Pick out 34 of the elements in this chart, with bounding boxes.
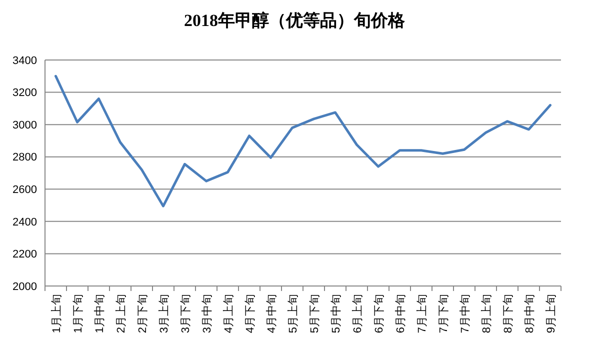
- x-tick-label: 5月中旬: [329, 294, 342, 334]
- x-tick-label: 6月中旬: [394, 294, 407, 334]
- x-tick-label: 3月中旬: [200, 294, 214, 334]
- y-tick-label: 2000: [12, 280, 37, 293]
- y-tick-label: 3200: [12, 87, 37, 100]
- x-tick-label: 4月中旬: [264, 294, 278, 334]
- line-series: [54, 74, 552, 208]
- x-tick-label: 1月上旬: [50, 294, 63, 334]
- x-tick-label: 6月下旬: [373, 294, 386, 334]
- x-tick-label: 3月下旬: [180, 294, 192, 334]
- x-tick-label: 6月上旬: [350, 294, 364, 334]
- x-tick-label: 5月上旬: [286, 294, 300, 334]
- x-tick-label: 4月上旬: [222, 294, 235, 334]
- chart-title: 2018年甲醇（优等品）旬价格: [184, 11, 406, 30]
- x-tick-label: 9月上旬: [544, 294, 558, 334]
- x-tick-label: 2月下旬: [136, 294, 149, 334]
- x-tick-label: 8月上旬: [480, 294, 493, 334]
- x-tick-label: 2月上旬: [114, 294, 128, 334]
- x-tick-label: 1月下旬: [72, 294, 84, 334]
- x-tick-label: 1月中旬: [92, 294, 106, 334]
- x-tick-label: 7月中旬: [458, 294, 472, 334]
- x-tick-label: 5月下旬: [308, 294, 321, 334]
- y-tick-label: 3400: [12, 54, 37, 67]
- x-tick-label: 3月上旬: [157, 294, 170, 334]
- x-tick-label: 4月下旬: [244, 294, 256, 334]
- x-tick-label: 8月中旬: [522, 294, 536, 334]
- y-tick-label: 2800: [12, 152, 37, 164]
- x-tick-label: 7月上旬: [415, 294, 428, 334]
- y-tick-label: 2600: [12, 184, 37, 196]
- x-tick-label: 8月下旬: [502, 294, 514, 334]
- x-tick-label: 7月下旬: [438, 294, 450, 334]
- y-tick-label: 2200: [12, 248, 37, 261]
- y-tick-label: 2400: [12, 216, 37, 228]
- y-tick-label: 3000: [12, 119, 37, 132]
